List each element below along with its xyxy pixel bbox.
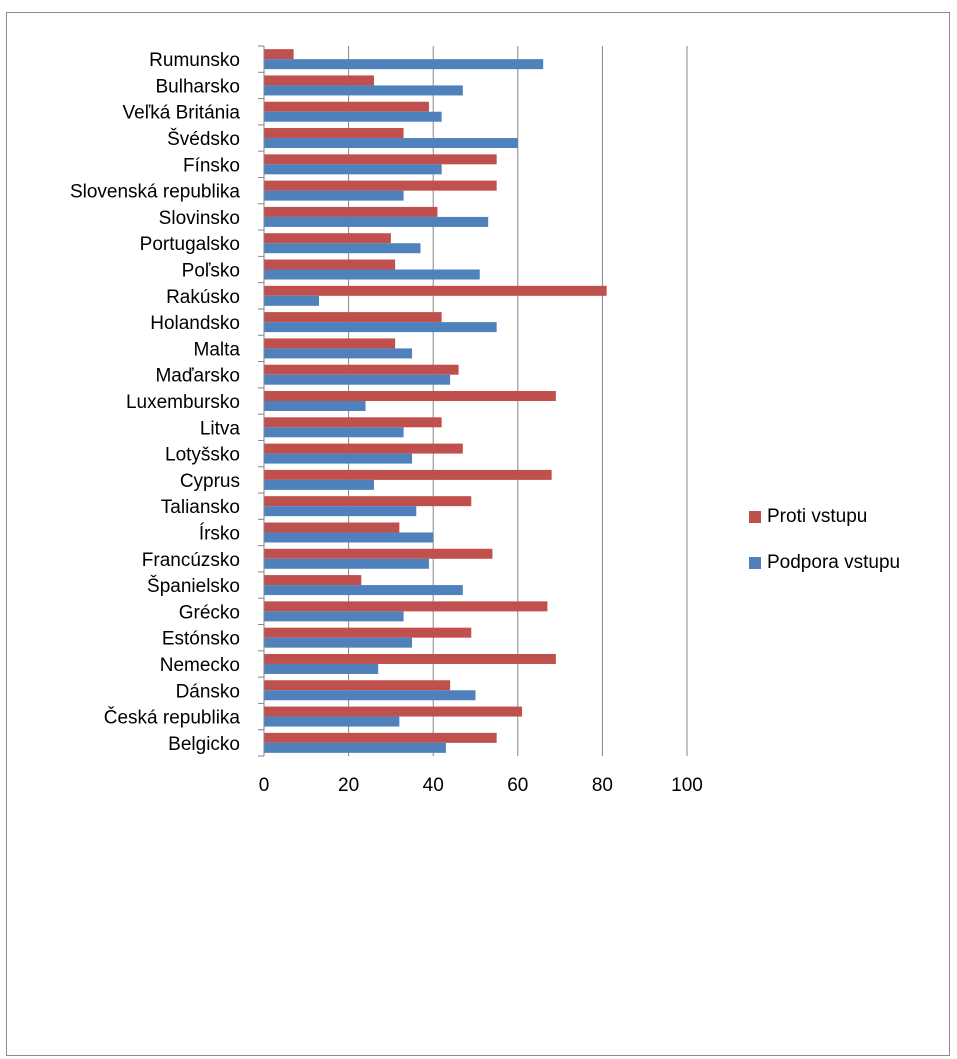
bar-proti: [264, 548, 493, 559]
bar-podpora: [264, 532, 434, 543]
category-label: Slovenská republika: [70, 182, 240, 203]
bar-proti: [264, 206, 438, 217]
bar-podpora: [264, 742, 446, 753]
category-label: Taliansko: [161, 497, 240, 518]
bar-podpora: [264, 190, 404, 201]
bar-proti: [264, 653, 556, 664]
category-label: Luxembursko: [126, 392, 240, 413]
category-label: Poľsko: [182, 261, 240, 282]
bar-podpora: [264, 374, 451, 385]
bar-proti: [264, 75, 374, 86]
category-label: Litva: [200, 418, 241, 439]
bar-podpora: [264, 663, 379, 674]
bar-proti: [264, 391, 556, 401]
category-label: Grécko: [179, 602, 240, 623]
bar-podpora: [264, 506, 417, 517]
bar-proti: [264, 364, 459, 375]
category-label: Belgicko: [168, 734, 240, 755]
x-tick-label: 100: [671, 775, 703, 796]
bar-proti: [264, 469, 552, 480]
category-label: Rumunsko: [149, 50, 240, 71]
bar-podpora: [264, 479, 374, 490]
bar-proti: [264, 233, 391, 244]
bar-proti: [264, 575, 362, 586]
bar-podpora: [264, 164, 442, 175]
bar-podpora: [264, 111, 442, 122]
bar-podpora: [264, 611, 404, 622]
axes: [258, 45, 265, 757]
x-tick-labels: 0 20 40 60 80 100: [259, 775, 703, 796]
category-label: Francúzsko: [142, 550, 240, 571]
bar-podpora: [264, 322, 497, 333]
category-label: Maďarsko: [155, 366, 240, 387]
category-label: Estónsko: [162, 629, 240, 650]
legend-label-podpora: Podpora vstupu: [767, 552, 900, 573]
bar-proti: [264, 259, 396, 270]
bar-podpora: [264, 295, 319, 306]
bar-podpora: [264, 558, 429, 569]
category-label: Írsko: [199, 523, 240, 544]
bar-proti: [264, 49, 294, 60]
x-tick-label: 20: [338, 775, 359, 796]
category-label: Slovinsko: [159, 208, 240, 229]
category-label: Holandsko: [150, 313, 240, 334]
category-label: Veľká Británia: [123, 103, 241, 124]
bar-proti: [264, 443, 463, 454]
bar-proti: [264, 627, 472, 638]
bar-podpora: [264, 690, 476, 701]
bar-podpora: [264, 243, 421, 254]
category-label: Bulharsko: [156, 76, 241, 97]
category-label: Lotyšsko: [165, 445, 240, 466]
bar-proti: [264, 101, 429, 112]
bar-podpora: [264, 269, 480, 280]
legend: Proti vstupu Podpora vstupu: [749, 506, 900, 573]
category-labels: Rumunsko Bulharsko Veľká Británia Švédsko Fí…: [70, 50, 240, 755]
bar-proti: [264, 706, 523, 717]
category-label: Cyprus: [180, 471, 240, 492]
bar-proti: [264, 601, 548, 612]
bar-podpora: [264, 637, 413, 648]
bar-proti: [264, 285, 607, 296]
bar-proti: [264, 180, 497, 191]
category-label: Portugalsko: [140, 234, 240, 255]
bar-proti: [264, 417, 442, 428]
category-label: Švédsko: [167, 128, 240, 150]
bar-podpora: [264, 59, 544, 70]
bar-podpora: [264, 716, 400, 727]
legend-swatch-proti: [749, 511, 761, 523]
x-tick-label: 60: [507, 775, 528, 796]
bar-podpora: [264, 427, 404, 438]
x-tick-label: 0: [259, 775, 270, 796]
bar-podpora: [264, 348, 413, 359]
bars: [264, 49, 607, 753]
bar-podpora: [264, 585, 463, 596]
bar-proti: [264, 312, 442, 323]
x-tick-label: 40: [423, 775, 444, 796]
x-tick-label: 80: [592, 775, 613, 796]
bar-proti: [264, 522, 400, 533]
category-label: Fínsko: [183, 155, 240, 176]
bar-proti: [264, 128, 404, 139]
bar-podpora: [264, 138, 518, 149]
category-label: Španielsko: [147, 575, 240, 597]
bar-proti: [264, 732, 497, 743]
bar-podpora: [264, 453, 413, 464]
category-label: Dánsko: [176, 681, 240, 702]
legend-label-proti: Proti vstupu: [767, 506, 867, 527]
category-label: Česká republika: [104, 707, 241, 729]
category-label: Malta: [194, 339, 241, 360]
bar-proti: [264, 496, 472, 507]
bar-proti: [264, 154, 497, 165]
bar-podpora: [264, 216, 489, 227]
category-label: Nemecko: [160, 655, 240, 676]
bar-proti: [264, 338, 396, 349]
bar-podpora: [264, 85, 463, 96]
bar-proti: [264, 680, 451, 691]
legend-swatch-podpora: [749, 557, 761, 569]
category-label: Rakúsko: [166, 287, 240, 308]
bar-podpora: [264, 401, 366, 411]
